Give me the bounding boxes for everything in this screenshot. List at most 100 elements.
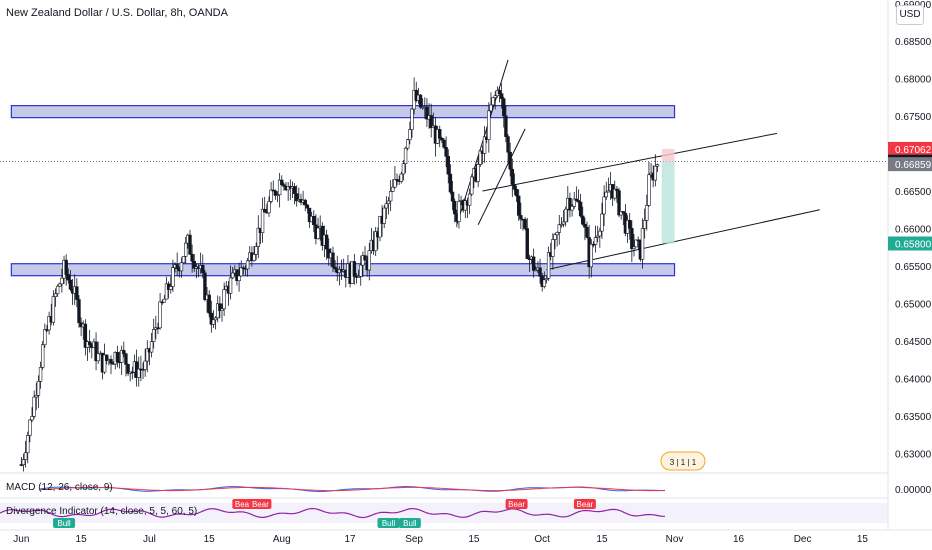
candle-body (487, 110, 491, 140)
time-tick-label: 15 (857, 534, 869, 545)
macd-legend[interactable]: MACD (12, 26, close, 9) (6, 482, 113, 493)
divergence-signal (377, 518, 400, 528)
candle-body (64, 259, 68, 275)
time-axis: Jun 15 Jul 15 Aug 17 Sep 15 Oct 15 Nov 16 Dec 15 (13, 534, 868, 545)
candle-body (615, 188, 619, 191)
candle-body (171, 267, 175, 287)
candle-body (551, 239, 555, 257)
price-label-text: 0.65800 (895, 239, 932, 250)
candle-body (192, 261, 196, 269)
candle-body (60, 277, 64, 285)
candle-body (124, 353, 128, 365)
candle-body (557, 224, 561, 233)
candle-body (38, 367, 43, 382)
candle-body (613, 188, 617, 199)
divergence-signal (249, 499, 272, 509)
candle-body (169, 286, 173, 290)
candle-body (450, 191, 455, 202)
candle-body (55, 285, 60, 295)
candle-body (583, 223, 587, 228)
candle-body (502, 98, 506, 117)
candle-body (561, 221, 566, 225)
candle-body (395, 179, 399, 181)
currency-button[interactable]: USD (896, 5, 924, 25)
candle-body (418, 94, 423, 108)
candle-body (269, 189, 273, 202)
candle-body (53, 293, 58, 297)
candle-body (162, 298, 167, 303)
candle-body (295, 193, 299, 202)
candle-body (58, 283, 62, 287)
candle-body (363, 255, 367, 261)
candle-body (606, 190, 611, 193)
time-tick-label: 15 (76, 534, 88, 545)
candle-body (497, 90, 502, 95)
candle-body (356, 276, 361, 278)
candle-body (382, 207, 386, 224)
price-tick-label: 0.65000 (895, 299, 932, 310)
chart-grid (0, 0, 932, 531)
price-label-box (888, 141, 932, 156)
candle-body (34, 394, 38, 398)
candle-body (280, 179, 284, 185)
candle-body (388, 191, 393, 202)
candle-body (429, 115, 433, 128)
candle-body (523, 219, 527, 229)
candle-body (188, 234, 192, 255)
zone-rect (10, 105, 676, 119)
candle-body (190, 253, 194, 262)
candle-body (262, 208, 267, 213)
candle-body (628, 220, 632, 229)
candle-body (213, 317, 218, 321)
candle-body (30, 416, 34, 421)
candle-body (373, 231, 378, 252)
candle-body (277, 179, 282, 196)
candle-body (175, 264, 179, 269)
support-resistance-zones (10, 105, 676, 277)
candle-body (115, 352, 120, 363)
candle-body (425, 106, 429, 120)
candle-body (647, 174, 651, 206)
candle-body (94, 341, 98, 362)
candle-body (591, 243, 596, 246)
candle-body (271, 189, 275, 192)
candle-body (457, 201, 461, 222)
candle-body (40, 344, 45, 368)
candle-body (384, 203, 389, 209)
candle-body (235, 269, 239, 282)
candle-body (525, 228, 529, 259)
divergence-signal-text: Bear (576, 500, 593, 509)
time-tick-label: 15 (204, 534, 216, 545)
candle-body (632, 246, 636, 249)
candle-body (359, 264, 363, 277)
candle-body (66, 274, 71, 281)
macd-axis-label: 0.00000 (895, 485, 932, 496)
candle-body (640, 228, 645, 260)
candle-body (491, 97, 495, 106)
candle-body (600, 213, 604, 232)
candle-body (531, 256, 536, 271)
candle-body (96, 353, 100, 362)
time-tick-label: 15 (596, 534, 608, 545)
candle-body (410, 108, 414, 130)
candle-body (77, 299, 81, 324)
candle-body (43, 329, 47, 346)
candle-body (452, 200, 457, 215)
candle-body (201, 265, 205, 274)
candle-body (655, 164, 660, 167)
candle-body (444, 146, 448, 157)
candle-body (604, 191, 608, 198)
candle-body (593, 237, 598, 245)
candle-body (399, 173, 404, 182)
candle-body (260, 208, 265, 233)
price-label-box (888, 157, 932, 172)
divergence-legend[interactable]: Divergence Indicator (14, close, 5, 5, 6… (6, 506, 198, 517)
divergence-signal-text: Bear (235, 500, 252, 509)
events-widget-text: 3 | 1 | 1 (670, 458, 697, 467)
candle-body (499, 93, 504, 99)
trendline (546, 209, 820, 271)
divergence-signal (53, 518, 76, 528)
candle-body (324, 234, 329, 250)
candle-body (252, 254, 256, 261)
